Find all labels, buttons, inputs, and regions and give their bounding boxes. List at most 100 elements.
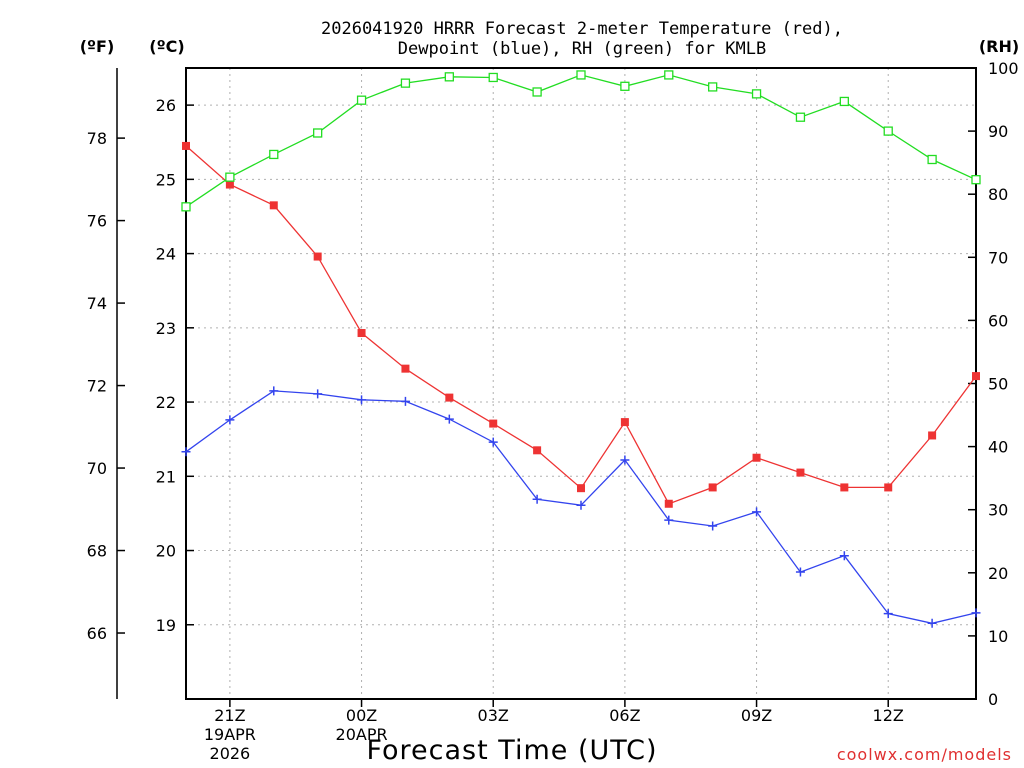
gridlines <box>186 68 976 699</box>
fahrenheit-tick-label: 72 <box>87 377 107 396</box>
dewpoint-data-point <box>269 386 279 396</box>
rh-data-point <box>532 87 542 97</box>
rh-data-point <box>883 126 893 136</box>
rh-data-point <box>444 72 454 82</box>
time-tick-label: 03Z <box>478 706 509 725</box>
rh-data-point <box>400 78 411 88</box>
time-tick-label: 20APR <box>336 725 388 744</box>
rh-data-point <box>181 202 191 212</box>
temperature-data-point <box>577 484 585 493</box>
dewpoint-data-point <box>795 567 805 577</box>
rh-tick-label: 30 <box>988 501 1008 520</box>
celsius-unit-label: (ºC) <box>149 37 184 56</box>
temperature-data-point <box>796 468 805 477</box>
x-axis-title: Forecast Time (UTC) <box>366 735 657 766</box>
rh-tick-label: 60 <box>988 311 1008 330</box>
rh-tick-label: 70 <box>988 248 1008 267</box>
temperature-data-point <box>313 252 322 261</box>
dewpoint-data-point <box>839 551 849 561</box>
fahrenheit-tick-label: 76 <box>87 212 107 231</box>
celsius-tick-label: 19 <box>156 616 176 635</box>
fahrenheit-tick-label: 68 <box>87 542 107 561</box>
rh-data-point <box>927 154 937 165</box>
chart-title: 2026041920 HRRR Forecast 2-meter Tempera… <box>321 19 843 59</box>
celsius-tick-label: 26 <box>156 96 176 115</box>
rh-axis: 0 10 20 30 40 50 60 70 80 90 100 <box>968 59 1019 709</box>
rh-data-point <box>576 70 586 80</box>
rh-tick-label: 100 <box>988 59 1019 78</box>
rh-unit-label: (RH) <box>979 37 1019 56</box>
rh-data-point <box>751 89 762 99</box>
temperature-data-point <box>752 453 761 462</box>
dewpoint-data-point <box>181 447 191 457</box>
temperature-data-point <box>708 483 717 492</box>
dewpoint-data-point <box>488 437 498 447</box>
time-tick-label: 09Z <box>741 706 772 725</box>
fahrenheit-tick-label: 70 <box>87 459 107 478</box>
fahrenheit-tick-label: 78 <box>87 129 107 148</box>
plot-area-frame <box>185 67 977 700</box>
rh-data-point <box>664 70 674 80</box>
temperature-data-point <box>489 419 498 428</box>
dewpoint-data-point <box>576 500 586 510</box>
temperature-data-point <box>840 483 849 492</box>
rh-tick-label: 0 <box>988 690 998 709</box>
temperature-data-point <box>884 483 893 492</box>
dewpoint-data-point <box>664 515 674 525</box>
time-tick-label: 21Z <box>214 706 245 725</box>
temperature-data-point <box>972 372 980 381</box>
dewpoint-data-point <box>444 414 454 424</box>
rh-data-point <box>488 72 498 83</box>
temperature-data-point <box>928 431 937 440</box>
time-tick-label: 2026 <box>210 744 251 763</box>
rh-data-point <box>225 172 235 182</box>
temperature-series-line <box>185 145 977 505</box>
time-tick-label: 12Z <box>873 706 904 725</box>
rh-data-point <box>795 112 806 122</box>
fahrenheit-unit-label: (ºF) <box>80 37 115 56</box>
dewpoint-data-point <box>225 415 235 425</box>
time-tick-label: 00Z <box>346 706 377 725</box>
rh-data-point <box>839 96 849 107</box>
rh-tick-label: 90 <box>988 122 1008 141</box>
rh-data-point <box>313 128 323 138</box>
celsius-tick-label: 24 <box>156 245 176 264</box>
temperature-data-point <box>401 364 410 373</box>
celsius-tick-label: 21 <box>156 467 176 486</box>
fahrenheit-tick-label: 74 <box>87 294 107 313</box>
rh-data-point <box>269 149 279 160</box>
title-line-2: Dewpoint (blue), RH (green) for KMLB <box>398 39 766 59</box>
celsius-tick-label: 20 <box>156 542 176 561</box>
dewpoint-data-point <box>971 608 981 618</box>
temperature-data-point <box>664 499 673 508</box>
data-series <box>181 70 981 628</box>
dewpoint-data-point <box>708 521 718 531</box>
celsius-tick-label: 23 <box>156 319 176 338</box>
temperature-data-point <box>357 329 366 338</box>
temperature-data-point <box>533 446 542 455</box>
dewpoint-data-point <box>883 609 893 619</box>
time-tick-label: 19APR <box>204 725 256 744</box>
rh-data-point <box>971 175 981 185</box>
rh-tick-label: 80 <box>988 185 1008 204</box>
rh-tick-label: 10 <box>988 627 1008 646</box>
dewpoint-data-point <box>532 494 542 504</box>
rh-data-point <box>356 95 367 105</box>
celsius-axis: 19 20 21 22 23 24 25 26 <box>156 96 194 635</box>
title-line-1: 2026041920 HRRR Forecast 2-meter Tempera… <box>321 19 843 39</box>
dewpoint-data-point <box>752 507 762 517</box>
rh-data-point <box>620 81 630 91</box>
temperature-data-point <box>620 418 629 427</box>
dewpoint-data-point <box>400 396 410 406</box>
dewpoint-data-point <box>927 618 937 628</box>
celsius-tick-label: 22 <box>156 393 176 412</box>
rh-tick-label: 20 <box>988 564 1008 583</box>
temperature-data-point <box>182 141 190 150</box>
temperature-data-point <box>269 201 278 210</box>
fahrenheit-tick-label: 66 <box>87 624 107 643</box>
fahrenheit-axis: 66 68 70 72 74 76 78 <box>87 129 125 643</box>
time-tick-label: 06Z <box>609 706 640 725</box>
celsius-tick-label: 25 <box>156 170 176 189</box>
